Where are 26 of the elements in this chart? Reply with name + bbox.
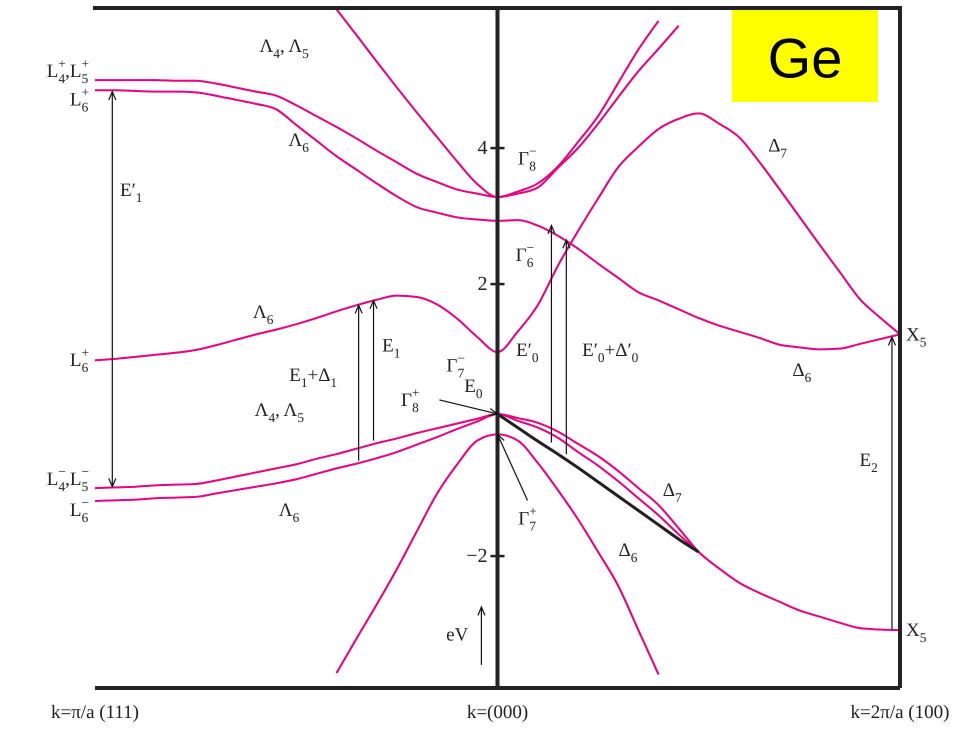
annotation: Λ$_{4}$, Λ$_{5}$	[254, 399, 304, 425]
y-tick-label: −2	[466, 545, 488, 568]
y-axis-title: eV	[446, 624, 469, 645]
annotation: Λ$_{6}$	[288, 129, 310, 155]
chart-title: Ge	[768, 26, 842, 90]
annotation: E$_{1}$+Δ$_{1}$	[289, 364, 338, 390]
annotation: X$_{5}$	[906, 324, 927, 350]
annotation: E′$_{0}$+Δ′$_{0}$	[582, 340, 639, 366]
x-tick-label: k=2π/a (100)	[850, 702, 950, 723]
annotation: Δ$_{7}$	[768, 134, 788, 160]
annotation: X$_{5}$	[906, 620, 927, 646]
x-tick-label: k=(000)	[466, 702, 528, 723]
annotation: Δ$_{6}$	[792, 359, 812, 385]
annotation: Λ$_{4}$, Λ$_{5}$	[260, 36, 310, 62]
annotation: Λ$_{6}$	[253, 301, 274, 327]
y-tick-label: 2	[478, 273, 488, 296]
annotation: E$_{1}$	[382, 334, 400, 360]
annotation: E′$_{1}$	[120, 180, 142, 206]
x-tick-label: k=π/a (111)	[50, 702, 140, 723]
annotation: Δ$_{7}$	[662, 480, 682, 506]
annotation: E′$_{0}$	[516, 340, 539, 366]
annotation: E$_{0}$	[464, 376, 483, 402]
annotation: Λ$_{6}$	[278, 499, 300, 525]
annotation: Δ$_{6}$	[618, 539, 638, 565]
annotation: E$_{2}$	[859, 450, 878, 476]
y-tick-label: 4	[478, 137, 488, 160]
